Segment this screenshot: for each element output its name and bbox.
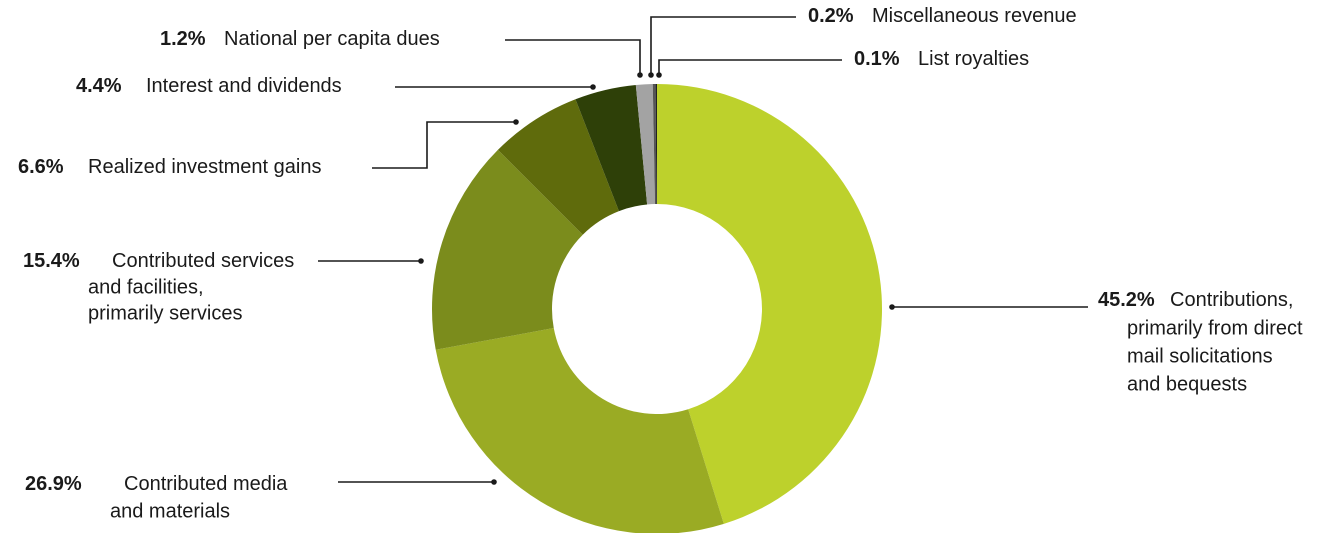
leader-dot	[637, 72, 643, 78]
category-label: mail solicitations	[1127, 345, 1273, 367]
leader-line	[505, 39, 641, 75]
leader-dot	[491, 479, 497, 485]
value-label: 1.2%	[160, 28, 206, 50]
value-label: 26.9%	[25, 473, 82, 495]
donut-slice	[635, 84, 656, 205]
slice-label: 0.1% List royalties	[854, 48, 1029, 70]
category-label: Miscellaneous revenue	[872, 5, 1077, 27]
category-label: National per capita dues	[224, 28, 440, 50]
category-label: and bequests	[1127, 373, 1247, 395]
donut-slice	[655, 84, 657, 205]
leader-dot	[656, 72, 662, 78]
donut-slice	[652, 84, 657, 205]
category-label: Realized investment gains	[88, 156, 321, 178]
value-label: 0.1%	[854, 48, 900, 70]
value-label: 4.4%	[76, 75, 122, 97]
leader-dot	[648, 72, 654, 78]
leader-line	[372, 121, 516, 169]
category-label: Contributed media	[124, 473, 288, 495]
donut-slice	[657, 83, 883, 524]
slice-label: 45.2% Contributions,	[1098, 289, 1293, 311]
leader-line	[658, 59, 842, 75]
slice-label: 4.4% Interest and dividends	[76, 75, 342, 97]
leader-dot	[418, 258, 424, 264]
slice-label: 26.9% Contributed media	[25, 473, 288, 495]
donut-slice	[435, 328, 724, 533]
slice-label: 6.6% Realized investment gains	[18, 156, 321, 178]
category-label: primarily services	[88, 302, 242, 324]
slice-label: 15.4% Contributed services	[23, 250, 294, 272]
category-label: Interest and dividends	[146, 75, 342, 97]
category-label: List royalties	[918, 48, 1029, 70]
category-label: Contributions,	[1170, 289, 1293, 311]
slice-label: 0.2% Miscellaneous revenue	[808, 5, 1077, 27]
donut-slice	[432, 149, 583, 350]
donut-slice	[575, 84, 648, 212]
category-label: and facilities,	[88, 276, 204, 298]
value-label: 45.2%	[1098, 289, 1155, 311]
category-label: Contributed services	[112, 250, 294, 272]
slice-label: 1.2% National per capita dues	[160, 28, 440, 50]
value-label: 15.4%	[23, 250, 80, 272]
leader-dot	[513, 119, 519, 125]
category-label: primarily from direct	[1127, 317, 1303, 339]
leader-dot	[590, 84, 596, 90]
value-label: 6.6%	[18, 156, 64, 178]
category-label: and materials	[110, 500, 230, 522]
leader-line	[650, 16, 796, 75]
value-label: 0.2%	[808, 5, 854, 27]
leader-dot	[889, 304, 895, 310]
donut-slice	[497, 99, 619, 235]
